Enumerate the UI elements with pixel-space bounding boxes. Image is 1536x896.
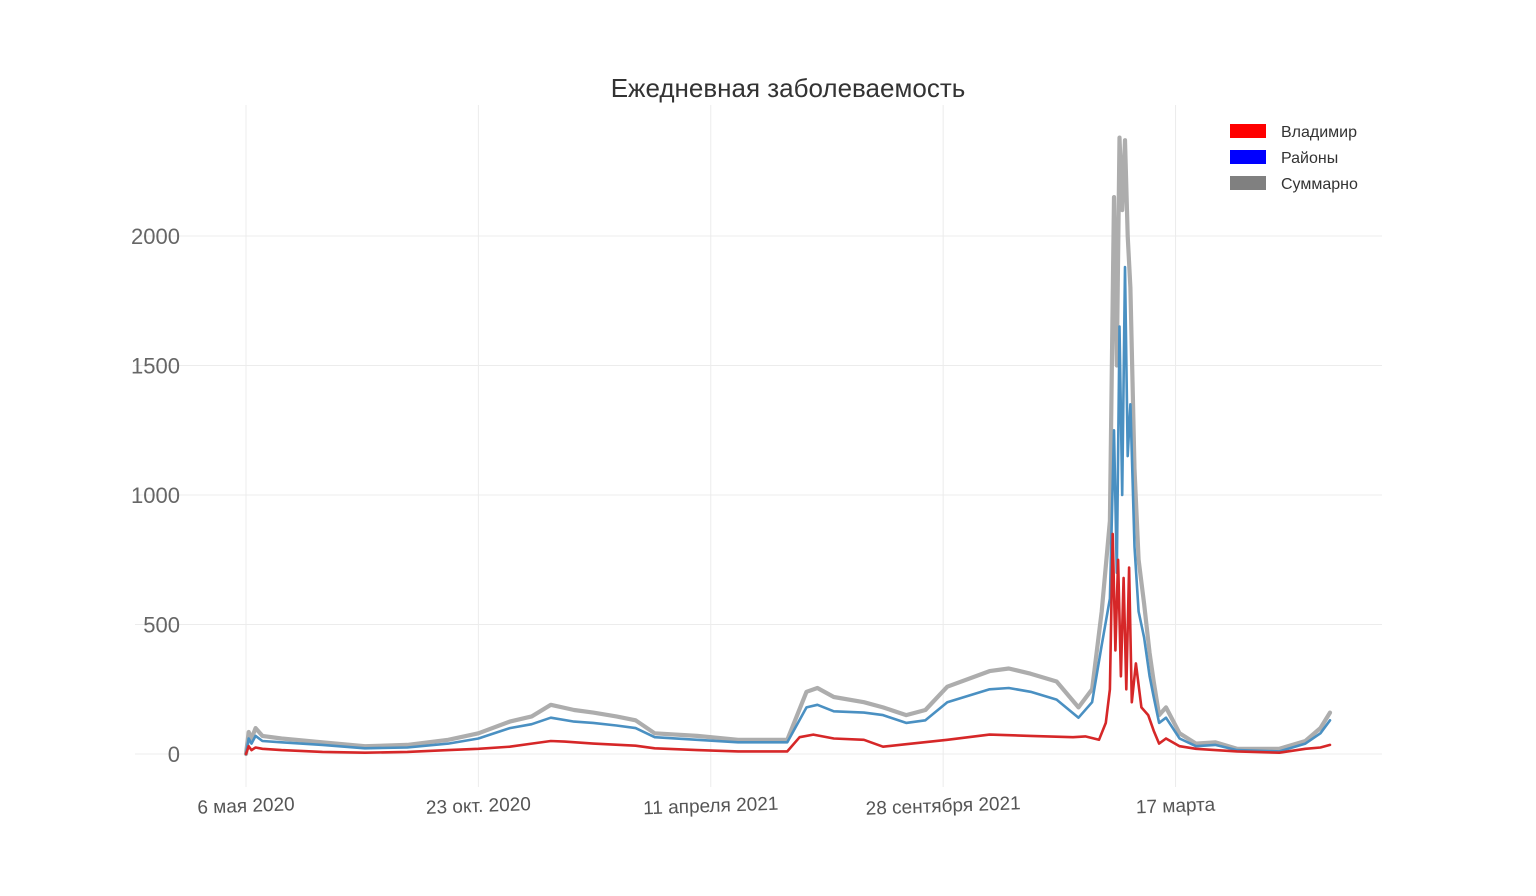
x-tick-label: 6 мая 2020 xyxy=(197,794,295,818)
y-tick-label: 1500 xyxy=(131,354,180,379)
x-tick-label: 23 окт. 2020 xyxy=(426,794,532,819)
legend-label: Владимир xyxy=(1281,124,1357,141)
grid-layer xyxy=(135,105,1382,787)
series-line-3 xyxy=(243,135,1333,757)
x-tick-label: 28 сентября 2021 xyxy=(865,793,1021,819)
series-line-1 xyxy=(244,532,1332,756)
legend-swatch xyxy=(1230,150,1266,164)
legend-swatch xyxy=(1230,176,1266,190)
series-layer xyxy=(243,135,1333,757)
legend-label: Суммарно xyxy=(1281,176,1358,193)
legend: Владимир Районы Суммарно xyxy=(1230,124,1358,193)
x-tick-label: 11 апреля 2021 xyxy=(643,794,779,820)
legend-swatch xyxy=(1230,124,1266,138)
y-tick-label: 2000 xyxy=(131,224,180,249)
y-tick-label: 0 xyxy=(168,742,180,767)
x-tick-label: 17 марта xyxy=(1136,795,1216,819)
y-tick-label: 1000 xyxy=(131,483,180,508)
chart-title: Ежедневная заболеваемость xyxy=(611,73,966,103)
legend-label: Районы xyxy=(1281,150,1338,167)
y-tick-label: 500 xyxy=(143,613,180,638)
series-line-2 xyxy=(244,265,1332,756)
tick-layer: 0 500 1000 1500 2000 6 мая 2020 23 окт. 2020 11… xyxy=(131,224,1216,820)
